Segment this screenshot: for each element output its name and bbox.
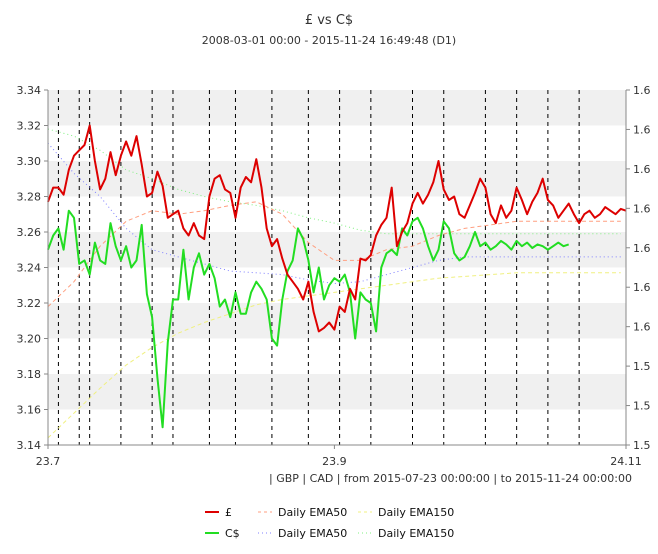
- legend-label-cad_ema50: Daily EMA50: [278, 527, 347, 540]
- y-tick-label: 3.18: [17, 368, 42, 381]
- vertical-markers: [57, 90, 580, 445]
- series-line-cad: [47, 209, 570, 429]
- legend-label-gbp: £: [225, 506, 232, 519]
- legend-label-cad_ema150: Daily EMA150: [378, 527, 454, 540]
- grid-band: [48, 90, 626, 126]
- grid-band: [48, 374, 626, 410]
- y-tick-label: 3.32: [17, 120, 42, 133]
- footer-range: | GBP | CAD | from 2015-07-23 00:00:00 |…: [269, 472, 632, 485]
- chart-subtitle: 2008-03-01 00:00 - 2015-11-24 16:49:48 (…: [202, 34, 456, 47]
- grid-band: [48, 161, 626, 197]
- series-line-gbp_ema50: [47, 201, 621, 307]
- chart-title: £ vs C$: [305, 13, 353, 28]
- legend-label-cad: C$: [225, 527, 240, 540]
- y-tick-label: 3.34: [17, 84, 42, 97]
- y-tick-label: 3.30: [17, 155, 42, 168]
- y-axis-right: 1.5 1.5 1.5 1.6 1.6 1.6 1.6 1.6 1.6 1.6: [626, 84, 651, 452]
- y-tick-label: 3.14: [17, 439, 42, 452]
- y-axis-left: 3.14 3.16 3.18 3.20 3.22 3.24 3.26 3.28 3.30 3.32…: [17, 84, 48, 452]
- series-lines: [47, 124, 627, 439]
- y-tick-label: 3.22: [17, 297, 42, 310]
- x-tick-label: 23.9: [322, 455, 347, 468]
- y-right-tick-label: 1.5: [633, 439, 651, 452]
- y-right-tick-label: 1.6: [633, 242, 651, 255]
- y-right-tick-label: 1.5: [633, 360, 651, 373]
- series-line-gbp_ema150: [47, 272, 621, 439]
- x-tick-label: 23.7: [36, 455, 61, 468]
- series-line-cad_ema150: [47, 128, 621, 235]
- y-right-tick-label: 1.6: [633, 281, 651, 294]
- y-right-tick-label: 1.5: [633, 400, 651, 413]
- y-tick-label: 3.24: [17, 262, 42, 275]
- x-tick-label: 24.11: [610, 455, 642, 468]
- y-tick-label: 3.26: [17, 226, 42, 239]
- x-axis: 23.7 23.9 24.11: [36, 445, 642, 468]
- legend: £ Daily EMA50 Daily EMA150 C$ Daily EMA50 Dai…: [205, 506, 454, 540]
- y-right-tick-label: 1.6: [633, 321, 651, 334]
- y-right-tick-label: 1.6: [633, 163, 651, 176]
- y-tick-label: 3.16: [17, 404, 42, 417]
- y-right-tick-label: 1.6: [633, 84, 651, 97]
- grid-bands: [48, 90, 626, 410]
- legend-label-gbp_ema50: Daily EMA50: [278, 506, 347, 519]
- y-tick-label: 3.28: [17, 191, 42, 204]
- y-right-tick-label: 1.6: [633, 123, 651, 136]
- y-tick-label: 3.20: [17, 333, 42, 346]
- legend-label-gbp_ema150: Daily EMA150: [378, 506, 454, 519]
- series-line-gbp: [47, 124, 627, 333]
- y-right-tick-label: 1.6: [633, 202, 651, 215]
